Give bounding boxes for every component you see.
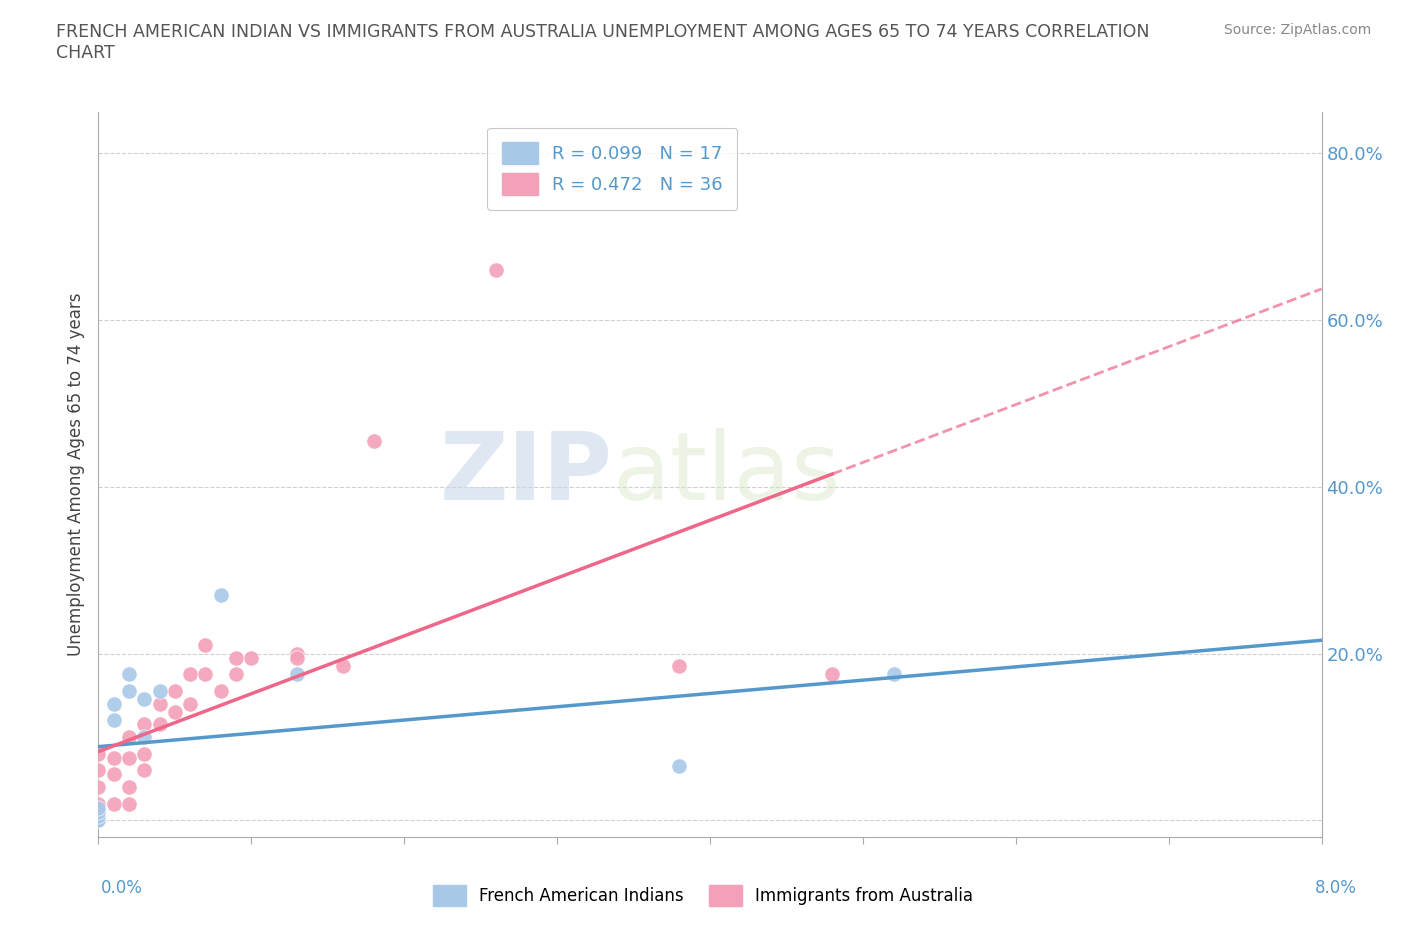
- Point: [87, 746, 110, 761]
- Point: [87, 763, 110, 777]
- Point: [163, 684, 186, 698]
- Point: [285, 646, 308, 661]
- Point: [134, 746, 156, 761]
- Point: [668, 759, 690, 774]
- Point: [668, 658, 690, 673]
- Point: [118, 684, 141, 698]
- Text: ZIP: ZIP: [439, 429, 612, 520]
- Point: [87, 804, 110, 819]
- Point: [163, 705, 186, 720]
- Point: [87, 813, 110, 828]
- Point: [225, 650, 247, 665]
- Point: [194, 667, 217, 682]
- Point: [118, 751, 141, 765]
- Point: [118, 779, 141, 794]
- Point: [87, 813, 110, 828]
- Text: atlas: atlas: [612, 429, 841, 520]
- Point: [118, 667, 141, 682]
- Point: [363, 433, 385, 448]
- Point: [134, 692, 156, 707]
- Point: [194, 638, 217, 653]
- Point: [87, 796, 110, 811]
- Point: [134, 763, 156, 777]
- Point: [149, 697, 172, 711]
- Point: [103, 751, 125, 765]
- Point: [103, 796, 125, 811]
- Point: [240, 650, 263, 665]
- Point: [209, 588, 232, 603]
- Point: [134, 729, 156, 744]
- Point: [87, 813, 110, 828]
- Point: [225, 667, 247, 682]
- Point: [332, 658, 354, 673]
- Text: 0.0%: 0.0%: [101, 879, 143, 897]
- Point: [87, 801, 110, 816]
- Point: [134, 717, 156, 732]
- Point: [285, 667, 308, 682]
- Point: [149, 684, 172, 698]
- Y-axis label: Unemployment Among Ages 65 to 74 years: Unemployment Among Ages 65 to 74 years: [66, 293, 84, 656]
- Point: [87, 813, 110, 828]
- Point: [87, 813, 110, 828]
- Legend: R = 0.099   N = 17, R = 0.472   N = 36: R = 0.099 N = 17, R = 0.472 N = 36: [486, 128, 737, 210]
- Text: FRENCH AMERICAN INDIAN VS IMMIGRANTS FROM AUSTRALIA UNEMPLOYMENT AMONG AGES 65 T: FRENCH AMERICAN INDIAN VS IMMIGRANTS FRO…: [56, 23, 1150, 62]
- Point: [103, 712, 125, 727]
- Point: [821, 667, 844, 682]
- Text: Source: ZipAtlas.com: Source: ZipAtlas.com: [1223, 23, 1371, 37]
- Point: [87, 813, 110, 828]
- Point: [118, 729, 141, 744]
- Point: [485, 262, 508, 277]
- Point: [87, 809, 110, 824]
- Point: [103, 697, 125, 711]
- Point: [285, 650, 308, 665]
- Point: [883, 667, 905, 682]
- Point: [103, 767, 125, 782]
- Point: [118, 796, 141, 811]
- Text: 8.0%: 8.0%: [1315, 879, 1357, 897]
- Point: [179, 697, 201, 711]
- Point: [149, 717, 172, 732]
- Point: [87, 779, 110, 794]
- Point: [179, 667, 201, 682]
- Legend: French American Indians, Immigrants from Australia: French American Indians, Immigrants from…: [426, 879, 980, 912]
- Point: [209, 684, 232, 698]
